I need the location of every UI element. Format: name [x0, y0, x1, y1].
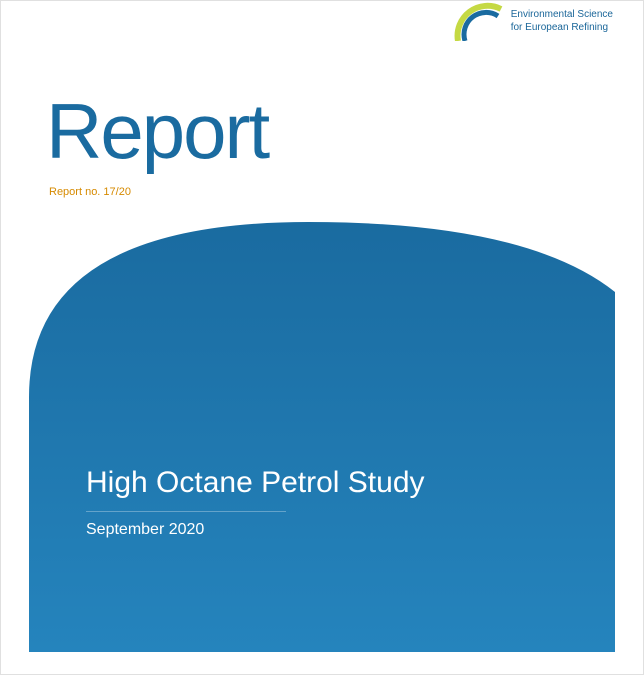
organization-branding: Environmental Science for European Refin…: [453, 1, 613, 41]
logo-arcs-icon: [453, 1, 503, 41]
organization-tagline: Environmental Science for European Refin…: [511, 8, 613, 34]
report-number: Report no. 17/20: [49, 186, 131, 198]
tagline-line-1: Environmental Science: [511, 8, 613, 21]
tagline-line-2: for European Refining: [511, 21, 613, 34]
report-heading: Report: [46, 86, 268, 177]
study-title: High Octane Petrol Study: [86, 466, 425, 500]
organization-logo-icon: [453, 1, 503, 41]
title-divider: [86, 511, 286, 512]
report-cover-page: Environmental Science for European Refin…: [0, 0, 644, 675]
curved-panel-icon: [29, 222, 615, 652]
cover-background-shape: [29, 222, 615, 652]
publication-date: September 2020: [86, 521, 204, 539]
